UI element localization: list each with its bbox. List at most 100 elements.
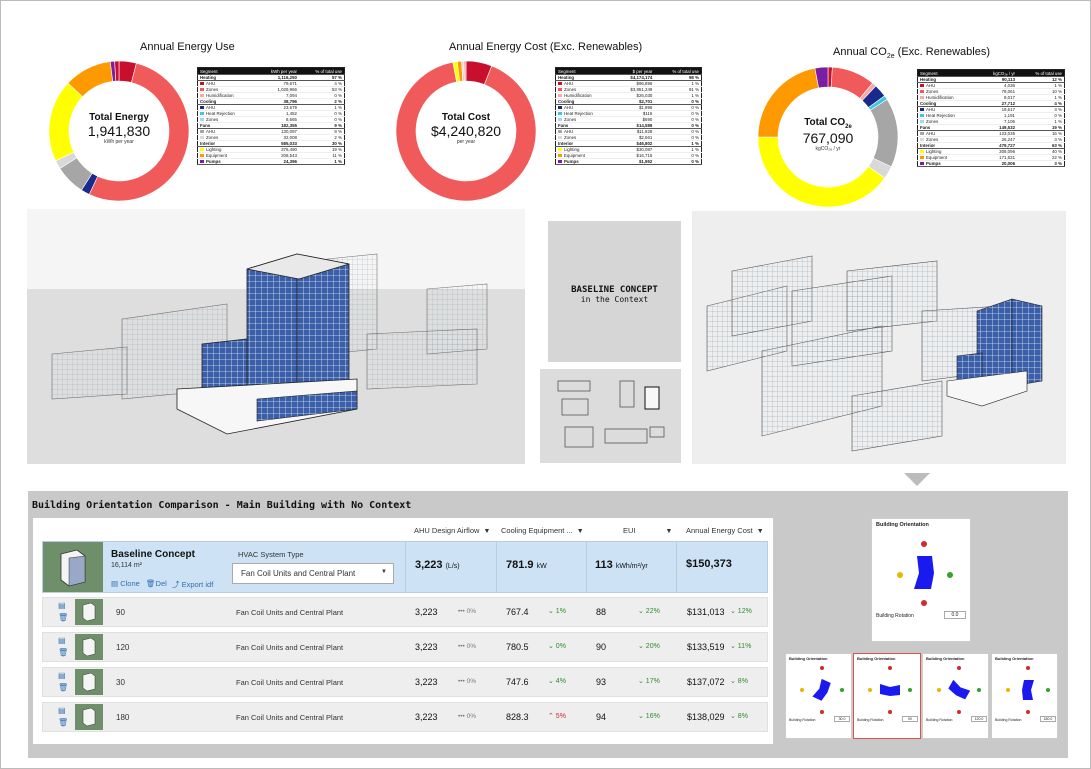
segment-cell: Lighting (197, 146, 255, 153)
percent-cell: 4 % (1017, 100, 1065, 107)
eui-value: 113 kWh/m²/yr (595, 559, 648, 571)
airflow-unit: (L/s) (445, 563, 460, 570)
trash-icon[interactable]: 🗑 (58, 683, 69, 692)
mini-rotation-input[interactable]: 180.0 (1040, 716, 1056, 722)
orientation-diagram (897, 541, 953, 606)
value-cell: 1,191 (977, 112, 1018, 119)
legend-swatch (558, 160, 562, 164)
trash-icon[interactable]: 🗑 (58, 648, 69, 657)
chevron-down-icon: ▼ (381, 569, 387, 575)
baseline-concept-panel: BASELINE CONCEPT in the Context (548, 221, 681, 362)
legend-swatch (920, 138, 924, 142)
table-row: Pumps 24,396 1 % (197, 158, 345, 165)
header-cost-label: Annual Energy Cost (686, 526, 753, 535)
legend-swatch (200, 130, 204, 134)
orientation-thumbnail-card[interactable]: Building Orientation Building Rotation 120… (922, 653, 989, 739)
variant-row[interactable]: ▤ 🗑 120 Fan Coil Units and Central Plant 3,2… (42, 632, 768, 662)
segment-cell: Lighting (917, 148, 978, 155)
hvac-label: HVAC System Type (238, 550, 304, 559)
mini-rotation-input[interactable]: 90 (902, 716, 918, 722)
co2-chart-title: Annual CO2e (Exc. Renewables) (833, 46, 990, 60)
mini-orientation-diagram (868, 666, 912, 714)
concept-subtitle: in the Context (580, 295, 649, 304)
variant-row[interactable]: ▤ 🗑 30 Fan Coil Units and Central Plant 3,22… (42, 667, 768, 697)
baseline-row[interactable]: Baseline Concept 16,114 m² ▤ Clone 🗑Del … (42, 541, 768, 593)
legend-swatch (920, 96, 924, 100)
percent-cell: 91 % (654, 86, 702, 93)
segment-cell: Cooling (555, 98, 616, 105)
legend-swatch (920, 162, 924, 166)
value-cell: 1,029,966 (254, 86, 299, 93)
hvac-system-select[interactable]: Fan Coil Units and Central Plant ▼ (232, 563, 394, 584)
variant-eui-delta: ⌄ 16% (638, 713, 660, 720)
percent-cell: 1 % (654, 80, 702, 87)
cost-table: Segment $ per year% of total use Heating $4… (555, 67, 702, 165)
legend-swatch (920, 156, 924, 160)
percent-cell: 2 % (298, 98, 345, 105)
variant-cooling: 767.4 (506, 607, 529, 617)
variant-thumbnail[interactable] (75, 599, 103, 625)
variant-cooling-delta: ⌄ 0% (548, 643, 566, 650)
copy-icon[interactable]: ▤ (58, 671, 66, 680)
delete-button[interactable]: 🗑Del (146, 579, 167, 588)
co2-slice-9 (814, 66, 829, 89)
copy-icon[interactable]: ▤ (58, 636, 66, 645)
variant-row[interactable]: ▤ 🗑 180 Fan Coil Units and Central Plant 3,2… (42, 702, 768, 732)
variant-name: 90 (116, 608, 125, 617)
energy-donut-center: Total Energy 1,941,830 kWh per year (66, 112, 172, 145)
variant-thumbnail[interactable] (75, 634, 103, 660)
variant-name: 180 (116, 713, 130, 722)
col-divider (496, 542, 497, 592)
legend-swatch (200, 94, 204, 98)
segment-cell: AHU (197, 104, 255, 111)
segment-cell: Zones (917, 88, 978, 95)
variant-hvac: Fan Coil Units and Central Plant (236, 713, 344, 722)
percent-cell: 0 % (654, 98, 702, 105)
mini-rotation-input[interactable]: 120.0 (971, 716, 987, 722)
orientation-thumbnail-card[interactable]: Building Orientation Building Rotation 90 (853, 653, 921, 739)
trash-icon[interactable]: 🗑 (58, 613, 69, 622)
energy-center-title: Total Energy (89, 112, 149, 123)
orientation-thumbnail-card[interactable]: Building Orientation Building Rotation 180… (991, 653, 1058, 739)
header-cooling-equipment[interactable]: Cooling Equipment ... ▼ (501, 526, 584, 535)
cost-donut (395, 60, 537, 202)
table-row: Cooling 38,796 2 % (197, 98, 345, 105)
variant-thumbnail[interactable] (75, 669, 103, 695)
table-row: Interior 585,033 30 % (197, 140, 345, 147)
segment-cell: AHU (917, 82, 978, 89)
rotation-label: Building Rotation (876, 613, 914, 619)
value-cell: 19,617 (977, 106, 1018, 113)
copy-icon[interactable]: ▤ (58, 601, 66, 610)
rotation-input[interactable]: 0.0 (944, 611, 966, 619)
percent-cell: 0 % (654, 122, 702, 129)
clone-button[interactable]: ▤ Clone (111, 579, 140, 588)
legend-swatch (558, 130, 562, 134)
variant-airflow-delta: ••• 0% (458, 608, 477, 615)
orientation-thumbnail-card[interactable]: Building Orientation Building Rotation 30.… (785, 653, 852, 739)
variant-thumbnail[interactable] (75, 704, 103, 730)
header-eui[interactable]: EUI ▼ (623, 526, 672, 535)
legend-swatch (200, 136, 204, 140)
variant-row[interactable]: ▤ 🗑 90 Fan Coil Units and Central Plant 3,22… (42, 597, 768, 627)
co2-title-main: Annual CO (833, 46, 887, 58)
value-cell: 376,490 (254, 146, 299, 153)
value-cell: $96,896 (615, 80, 655, 87)
cost-value: $150,373 (686, 558, 732, 570)
legend-swatch (200, 118, 204, 122)
variant-name: 120 (116, 643, 130, 652)
copy-icon[interactable]: ▤ (58, 706, 66, 715)
header-annual-cost[interactable]: Annual Energy Cost ▼ (686, 526, 764, 535)
header-ahu-airflow-label: AHU Design Airflow (414, 526, 480, 535)
value-cell: $30,087 (615, 146, 655, 153)
export-idf-button[interactable]: ⤴ Export idf (172, 579, 213, 590)
trash-icon[interactable]: 🗑 (58, 718, 69, 727)
variant-cost: $137,072 (687, 677, 725, 687)
header-ahu-airflow[interactable]: AHU Design Airflow ▼ (414, 526, 490, 535)
variant-airflow: 3,223 (415, 642, 438, 652)
table-row: Zones 1,029,966 53 % (197, 86, 345, 93)
mini-rotation-input[interactable]: 30.0 (834, 716, 850, 722)
legend-swatch (200, 106, 204, 110)
cost-center-value: $4,240,820 (430, 123, 502, 139)
co2-table: Segment kgCO₂ₑ / yr% of total use Heating 9… (917, 69, 1065, 167)
baseline-thumbnail[interactable] (43, 542, 103, 592)
